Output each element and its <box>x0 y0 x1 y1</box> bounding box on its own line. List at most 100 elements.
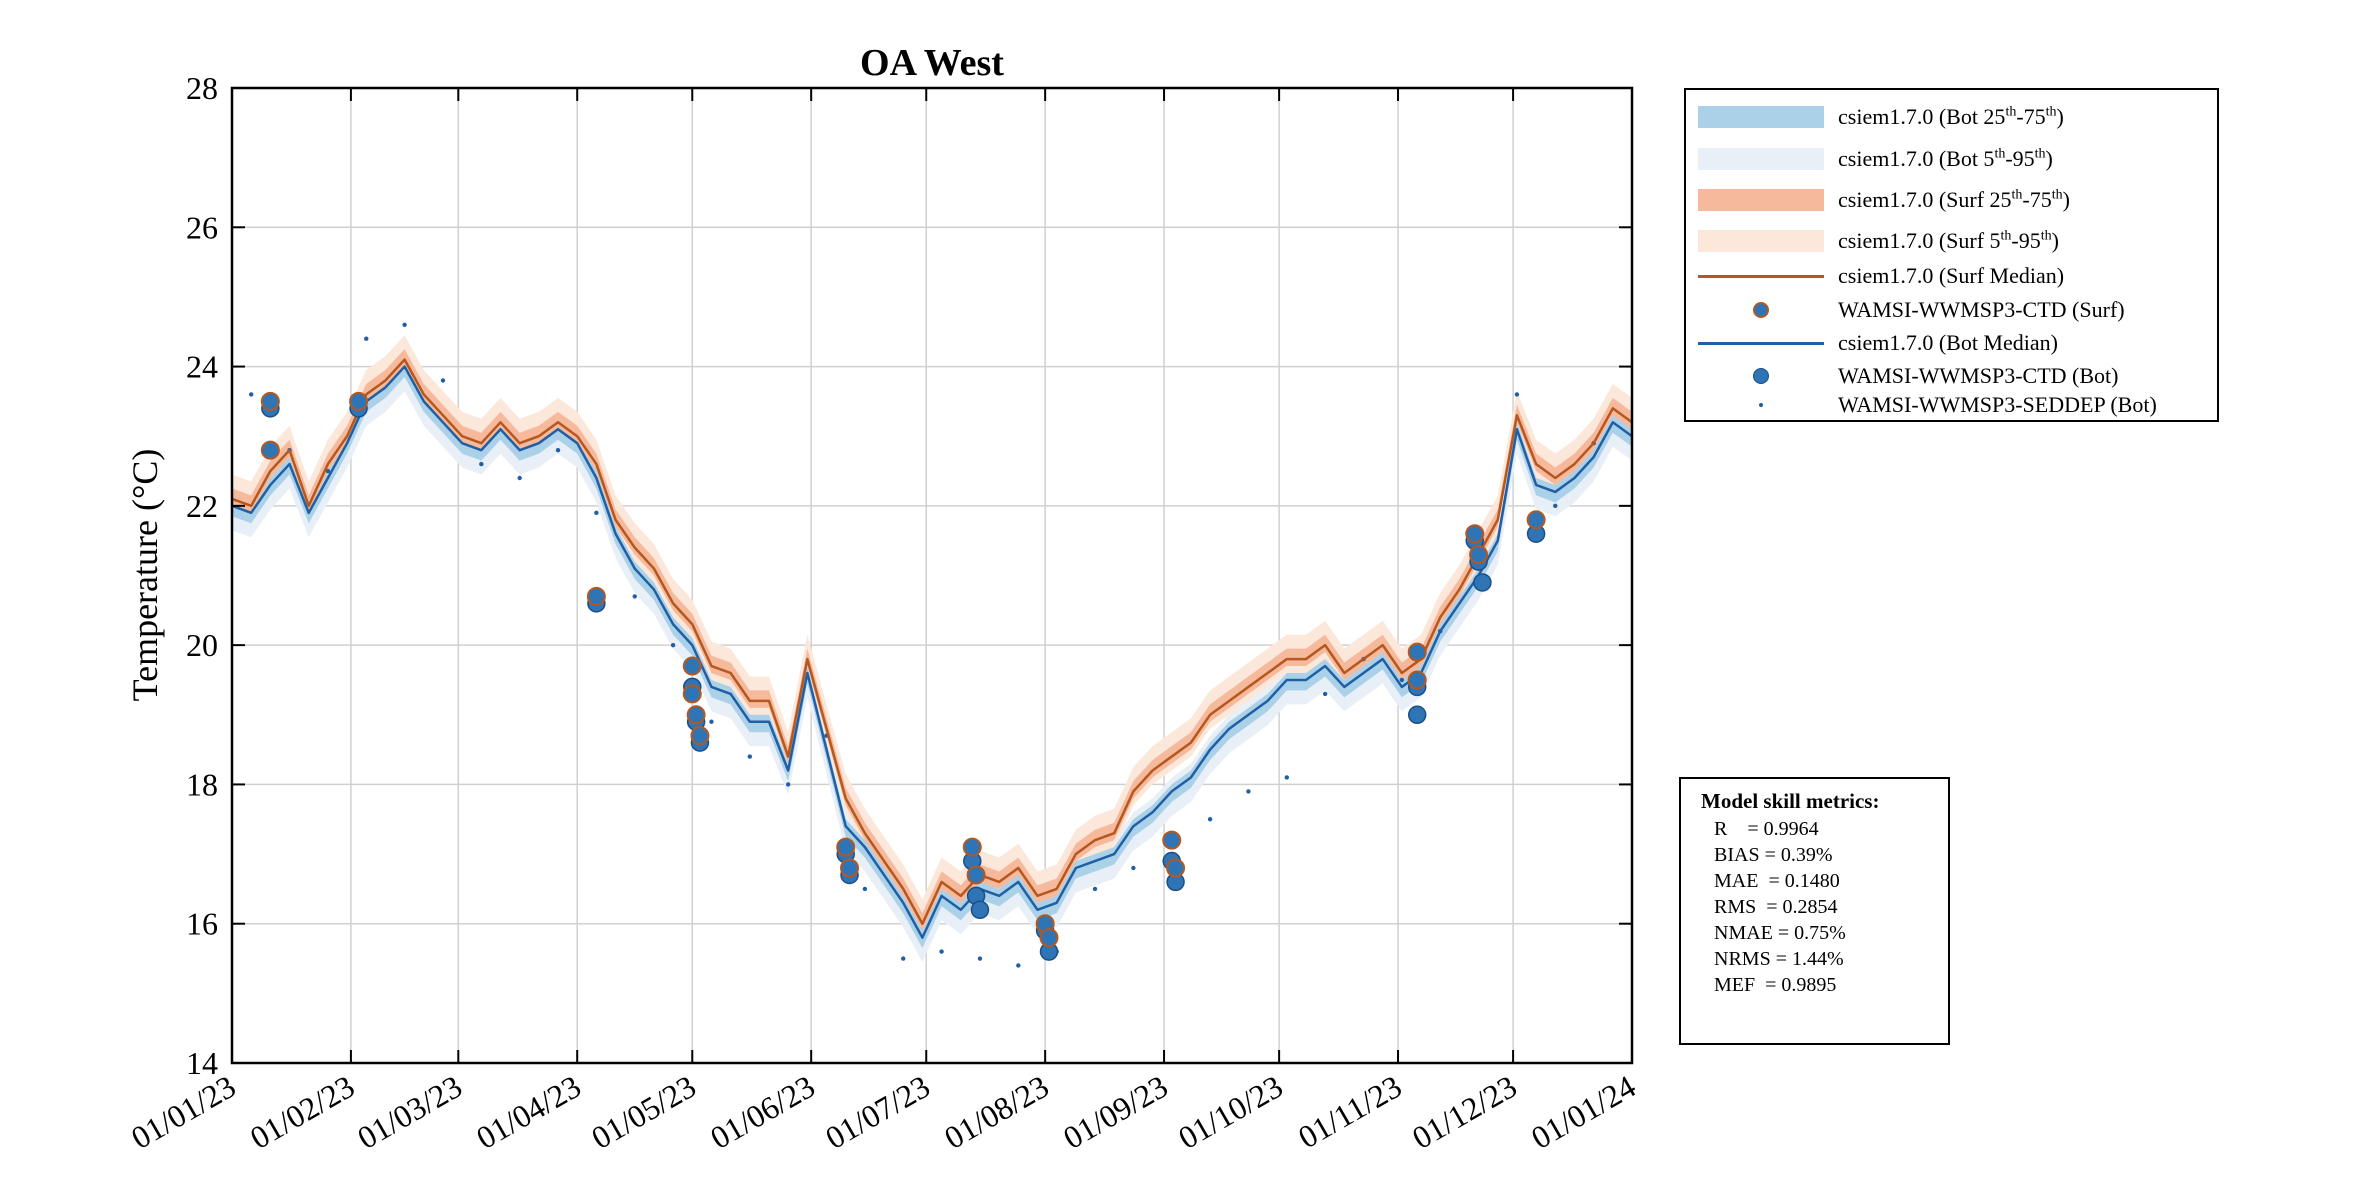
legend-label-8: WAMSI-WWMSP3-SEDDEP (Bot) <box>1838 392 2157 417</box>
metrics-title: Model skill metrics: <box>1701 789 1880 813</box>
seddep-point-13 <box>747 754 753 759</box>
legend-sup-2-b: th <box>2051 187 2063 203</box>
legend-sup-2-a: th <box>2011 187 2023 203</box>
legend-label-0: csiem1.7.0 (Bot 25th-75th) <box>1838 104 2064 129</box>
metrics-list: R = 0.9964 BIAS = 0.39% MAE = 0.1480 RMS = … <box>1701 816 1948 998</box>
seddep-point-4 <box>402 322 407 327</box>
seddep-point-17 <box>901 956 906 961</box>
seddep-point-10 <box>632 594 637 599</box>
ctd-surf-point-17 <box>1407 670 1427 690</box>
x-tick-label-9: 01/10/23 <box>1172 1068 1289 1156</box>
legend-swatch-3 <box>1698 230 1824 252</box>
x-tick-label-1: 01/02/23 <box>244 1068 361 1156</box>
seddep-point-20 <box>1016 963 1021 968</box>
x-tick-label-3: 01/04/23 <box>470 1068 587 1156</box>
seddep-point-2 <box>325 468 331 474</box>
legend-swatch-4 <box>1698 275 1824 278</box>
seddep-point-22 <box>1092 886 1098 892</box>
metric-row-4: NMAE = 0.75% <box>1714 922 1846 944</box>
bot-median-line <box>231 365 1633 939</box>
y-tick-label-0: 14 <box>186 1045 218 1081</box>
seddep-point-6 <box>479 461 484 467</box>
seddep-point-12 <box>709 719 714 724</box>
x-tick-label-2: 01/03/23 <box>351 1068 468 1156</box>
surf-median-line <box>231 358 1633 925</box>
seddep-point-25 <box>1207 817 1213 822</box>
ctd-surf-point-8 <box>836 837 856 857</box>
legend-swatch-2 <box>1698 189 1824 211</box>
seddep-point-16 <box>862 886 868 892</box>
x-tick-label-4: 01/05/23 <box>585 1068 702 1156</box>
seddep-point-0 <box>248 392 254 397</box>
seddep-point-3 <box>364 336 369 341</box>
seddep-point-26 <box>1246 789 1251 794</box>
legend-label-7: WAMSI-WWMSP3-CTD (Bot) <box>1838 363 2119 388</box>
ctd-surf-point-7 <box>690 726 710 746</box>
ctd-surf-point-13 <box>1039 928 1059 948</box>
ctd-surf-point-0 <box>260 391 280 411</box>
x-tick-label-7: 01/08/23 <box>938 1068 1055 1156</box>
x-tick-label-5: 01/06/23 <box>704 1068 821 1156</box>
x-tick-label-6: 01/07/23 <box>819 1068 936 1156</box>
y-tick-label-5: 24 <box>186 349 218 385</box>
metric-row-1: BIAS = 0.39% <box>1714 844 1833 866</box>
grid-lines <box>232 88 1632 1063</box>
ctd-surf-point-14 <box>1162 830 1182 850</box>
ctd-surf-point-2 <box>349 391 369 411</box>
ctd-surf-point-11 <box>966 865 986 885</box>
x-tick-label-10: 01/11/23 <box>1292 1068 1408 1155</box>
x-tick-label-8: 01/09/23 <box>1057 1068 1174 1156</box>
ctd-surf-point-9 <box>840 858 860 878</box>
legend-label-5: WAMSI-WWMSP3-CTD (Surf) <box>1838 297 2125 322</box>
seddep-point-9 <box>594 510 599 516</box>
metric-row-2: MAE = 0.1480 <box>1714 870 1840 892</box>
ctd-surf-point-15 <box>1166 858 1186 878</box>
legend: csiem1.7.0 (Bot 25th-75th) csiem1.7.0 (Bo… <box>1684 88 2219 422</box>
legend-swatch-8 <box>1698 390 1824 420</box>
ctd-bot-point-10 <box>970 900 990 920</box>
legend-label-4: csiem1.7.0 (Surf Median) <box>1838 263 2065 288</box>
y-tick-label-6: 26 <box>186 209 218 245</box>
seddep-point-14 <box>785 782 791 787</box>
seddep-point-33 <box>1514 392 1520 397</box>
legend-entry-5: WAMSI-WWMSP3-CTD (Surf) <box>1686 295 2217 325</box>
metric-row-6: MEF = 0.9895 <box>1714 974 1837 996</box>
plot-area-frame <box>230 86 1634 1065</box>
legend-label-3: csiem1.7.0 (Surf 5th-95th) <box>1838 228 2059 253</box>
legend-sup-0-a: th <box>2005 104 2017 120</box>
y-tick-label-4: 22 <box>186 488 218 524</box>
y-axis-label: Temperature (°C) <box>125 449 165 702</box>
legend-label-1: csiem1.7.0 (Bot 5th-95th) <box>1838 146 2053 171</box>
seddep-point-11 <box>670 642 676 648</box>
legend-swatch-5 <box>1698 295 1824 325</box>
ctd-bot-point-19 <box>1473 573 1492 592</box>
ctd-surf-point-19 <box>1469 545 1489 565</box>
seddep-point-7 <box>517 475 522 481</box>
seddep-point-8 <box>555 447 561 453</box>
legend-label-6: csiem1.7.0 (Bot Median) <box>1838 330 2058 355</box>
seddep-point-5 <box>440 378 446 383</box>
percentile-bands <box>232 335 1632 963</box>
legend-entry-2: csiem1.7.0 (Surf 25th-75th) <box>1686 185 2217 215</box>
seddep-point-27 <box>1284 775 1289 780</box>
legend-marker-5 <box>1753 302 1769 318</box>
seddep-point-28 <box>1322 691 1328 697</box>
legend-sup-3-b: th <box>2040 228 2052 244</box>
legend-sup-0-b: th <box>2045 104 2057 120</box>
median-lines <box>231 358 1633 939</box>
x-tick-label-0: 01/01/23 <box>125 1068 242 1156</box>
legend-marker-8 <box>1759 403 1763 407</box>
legend-entry-7: WAMSI-WWMSP3-CTD (Bot) <box>1686 361 2217 391</box>
ctd-surf-point-4 <box>682 656 702 676</box>
legend-entry-1: csiem1.7.0 (Bot 5th-95th) <box>1686 144 2217 174</box>
y-tick-label-7: 28 <box>186 70 218 106</box>
y-tick-label-2: 18 <box>186 766 218 802</box>
legend-entry-8: WAMSI-WWMSP3-SEDDEP (Bot) <box>1686 390 2217 420</box>
metric-row-5: NRMS = 1.44% <box>1714 948 1844 970</box>
legend-entry-4: csiem1.7.0 (Surf Median) <box>1686 261 2217 291</box>
legend-sup-1-a: th <box>1994 146 2006 162</box>
legend-swatch-1 <box>1698 148 1824 170</box>
ctd-bot-point-16 <box>1407 705 1427 725</box>
chart-title: OA West <box>860 42 1004 84</box>
